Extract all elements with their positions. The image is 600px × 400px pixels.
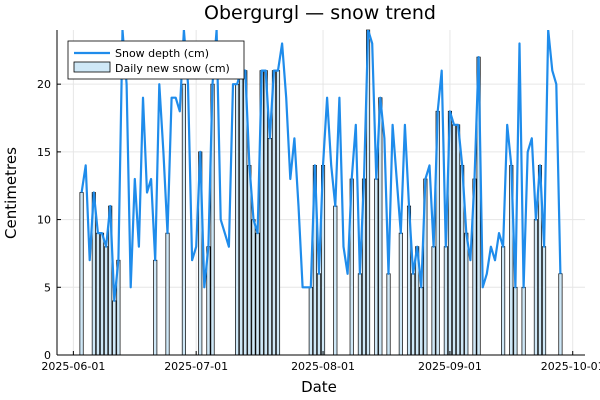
bar xyxy=(112,300,117,356)
bar xyxy=(316,273,321,356)
bar xyxy=(239,70,244,356)
bar xyxy=(411,273,416,356)
bar xyxy=(533,219,538,356)
legend-bar-swatch xyxy=(73,61,111,73)
bar xyxy=(235,83,240,356)
bar xyxy=(104,246,109,356)
snow-depth-line xyxy=(80,30,562,302)
bar xyxy=(456,124,461,356)
bar xyxy=(251,219,256,356)
bar xyxy=(398,232,403,356)
bar xyxy=(99,232,105,356)
bar xyxy=(333,205,338,356)
bar xyxy=(443,246,448,356)
bar xyxy=(431,246,436,356)
x-tick-label: 2025-10-01 xyxy=(541,360,600,373)
bar xyxy=(267,137,272,356)
legend: Snow depth (cm) Daily new snow (cm) xyxy=(67,40,245,80)
bar xyxy=(95,232,100,356)
bar xyxy=(357,273,362,356)
legend-box xyxy=(67,40,245,80)
bar xyxy=(308,286,313,356)
bar xyxy=(275,70,281,356)
bar xyxy=(542,246,547,356)
bar xyxy=(271,70,276,356)
x-tick-label: 2025-06-01 xyxy=(41,360,105,373)
bar xyxy=(255,232,260,356)
y-tick-label: 15 xyxy=(37,146,51,159)
bar xyxy=(181,83,186,356)
y-tick-label: 0 xyxy=(44,349,51,362)
bar xyxy=(513,286,518,356)
bar xyxy=(165,232,170,356)
bar xyxy=(153,259,158,356)
tick-labels: 0 5 10 15 20 2025-06-01 2025-07-01 2025-08-01 20… xyxy=(37,78,600,373)
y-tick-label: 5 xyxy=(44,281,51,294)
bar xyxy=(521,286,526,356)
y-tick-label: 20 xyxy=(37,78,51,91)
bar xyxy=(558,273,563,356)
axes xyxy=(56,30,585,356)
line-series xyxy=(80,30,562,302)
bar xyxy=(464,232,469,356)
bar xyxy=(374,178,379,356)
y-tick-label: 10 xyxy=(37,214,51,227)
x-tick-label: 2025-09-01 xyxy=(418,360,482,373)
x-tick-label: 2025-07-01 xyxy=(164,360,228,373)
legend-label-daily-new-snow: Daily new snow (cm) xyxy=(115,62,230,75)
legend-label-snow-depth: Snow depth (cm) xyxy=(115,47,209,60)
x-tick-label: 2025-08-01 xyxy=(291,360,355,373)
chart-title: Obergurgl — snow trend xyxy=(204,2,436,24)
y-axis-title: Centimetres xyxy=(2,147,20,239)
x-axis-title: Date xyxy=(301,378,337,396)
bar xyxy=(386,273,391,356)
bar xyxy=(263,70,268,356)
bar xyxy=(451,124,457,356)
bar xyxy=(419,286,424,356)
bar xyxy=(79,192,84,356)
bar xyxy=(501,246,506,356)
